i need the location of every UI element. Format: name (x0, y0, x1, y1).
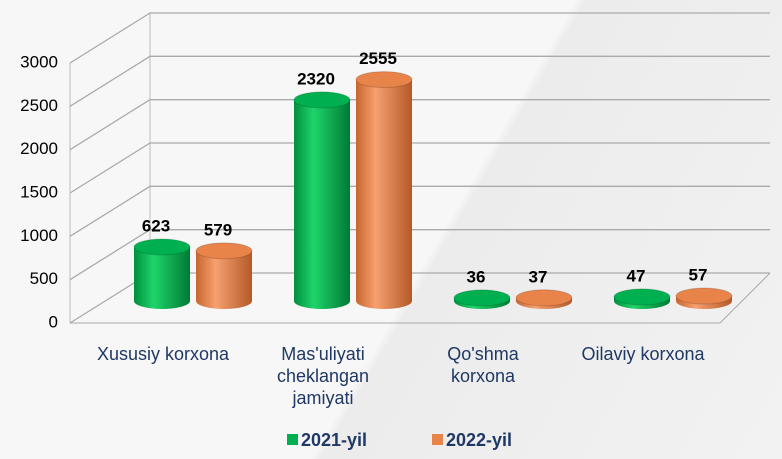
legend-label: 2022-yil (446, 430, 512, 450)
cylinder-top (195, 242, 253, 260)
y-tick-label: 0 (49, 312, 58, 331)
x-tick-label: Mas'uliyati cheklangan jamiyati (276, 344, 370, 408)
cylinder-body (356, 79, 412, 301)
cylinder (515, 289, 573, 309)
data-label: 2320 (297, 69, 335, 88)
cylinder-top (613, 288, 671, 306)
x-tick-label: Qo'shma korxona (447, 344, 519, 386)
grid-line (69, 142, 770, 194)
cylinder-top (453, 289, 511, 307)
cylinder (293, 91, 351, 309)
x-tick-label: Oilaviy korxona (581, 344, 705, 364)
grid-line (69, 185, 770, 237)
cylinder (133, 238, 191, 309)
cylinder-top (133, 238, 191, 256)
data-label: 57 (689, 266, 708, 285)
floor-edge (719, 272, 771, 324)
y-tick-label: 1500 (20, 182, 58, 201)
cylinder-body (294, 99, 350, 301)
cylinder (613, 288, 671, 309)
cylinder-body (134, 247, 190, 301)
data-label: 37 (529, 267, 548, 286)
data-label: 36 (467, 267, 486, 286)
x-tick-label: Xususiy korxona (96, 344, 230, 364)
data-label: 2555 (359, 49, 397, 68)
cylinder (195, 242, 253, 309)
legend-label: 2021-yil (301, 430, 367, 450)
y-tick-label: 3000 (20, 52, 58, 71)
grid-line (69, 99, 770, 151)
grid-line (69, 55, 770, 107)
cylinder-top (515, 289, 573, 307)
legend-swatch (432, 434, 443, 445)
cylinder (453, 289, 511, 309)
y-tick-label: 2000 (20, 139, 58, 158)
data-label: 47 (627, 266, 646, 285)
grid-line (69, 229, 770, 281)
y-tick-label: 2500 (20, 96, 58, 115)
cylinder-top (355, 71, 413, 89)
cylinder-top (675, 287, 733, 305)
cylinder-body (196, 250, 252, 301)
data-label: 623 (142, 216, 170, 235)
data-label: 579 (204, 220, 232, 239)
grid-line (69, 12, 770, 64)
cylinder (355, 71, 413, 309)
cylinder-top (293, 91, 351, 109)
y-tick-label: 500 (30, 269, 58, 288)
legend-swatch (287, 434, 298, 445)
cylinder (675, 287, 733, 309)
y-tick-label: 1000 (20, 226, 58, 245)
